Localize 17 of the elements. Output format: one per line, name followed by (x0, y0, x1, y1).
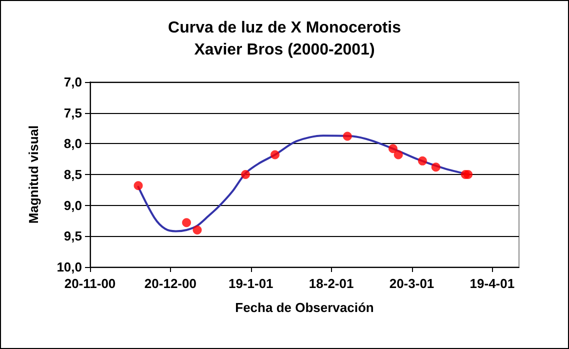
y-tick-label: 8,0 (64, 136, 82, 152)
x-axis-title: Fecha de Observación (235, 300, 374, 315)
x-tick-label: 19-4-01 (470, 276, 515, 291)
y-tick-label: 8,5 (64, 167, 82, 182)
y-tick-label: 9,5 (64, 228, 82, 244)
y-tick-label: 9,0 (64, 198, 82, 213)
x-tick-label: 20-11-00 (64, 276, 116, 291)
x-tick-label: 20-12-00 (144, 276, 196, 291)
y-tick-label: 10,0 (56, 260, 82, 274)
y-tick-label: 7,0 (64, 74, 82, 90)
y-axis-title: Magnitud visual (26, 125, 41, 224)
x-tick-label: 19-1-01 (228, 276, 274, 291)
chart-subtitle: Xavier Bros (2000-2001) (194, 42, 375, 58)
y-tick-label: 7,5 (64, 105, 82, 120)
x-tick-label: 18-2-01 (308, 276, 354, 291)
chart-title: Curva de luz de X Monocerotis (168, 20, 402, 36)
x-tick-label: 20-3-01 (389, 276, 434, 291)
